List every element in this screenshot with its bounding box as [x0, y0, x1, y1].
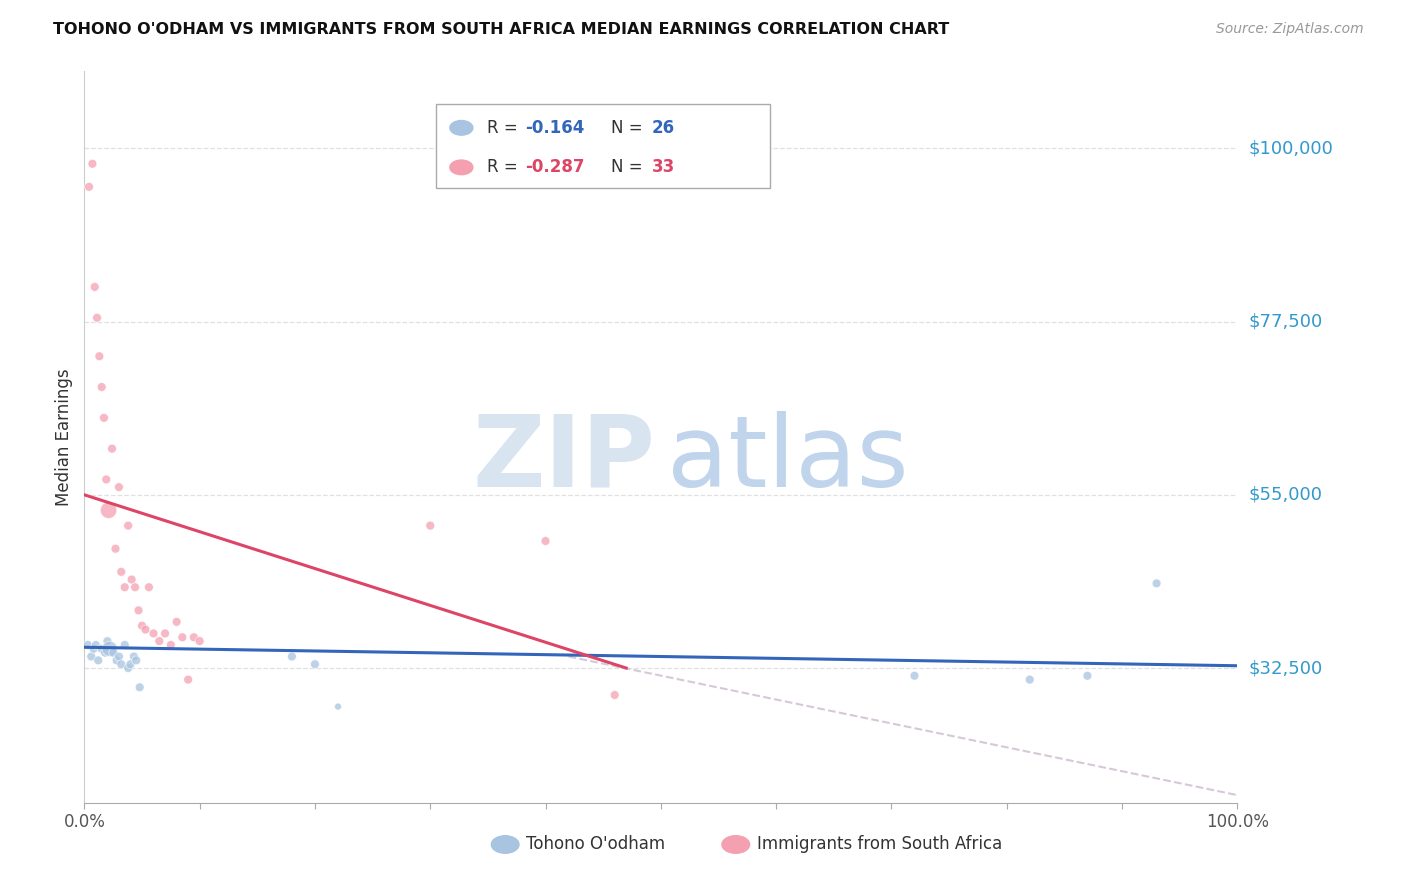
Circle shape — [721, 836, 749, 854]
Point — [128, 681, 150, 695]
Point — [148, 634, 170, 648]
Point — [128, 603, 150, 617]
Point — [84, 638, 107, 652]
Point — [534, 534, 557, 549]
Point — [80, 649, 103, 664]
Point — [90, 380, 112, 394]
Text: Immigrants from South Africa: Immigrants from South Africa — [756, 836, 1001, 854]
Point — [86, 310, 108, 325]
Circle shape — [450, 120, 472, 136]
Point — [177, 673, 200, 687]
Point — [87, 653, 110, 667]
Text: 26: 26 — [651, 119, 675, 136]
Text: TOHONO O'ODHAM VS IMMIGRANTS FROM SOUTH AFRICA MEDIAN EARNINGS CORRELATION CHART: TOHONO O'ODHAM VS IMMIGRANTS FROM SOUTH … — [53, 22, 949, 37]
Point — [125, 653, 148, 667]
Point — [117, 661, 139, 675]
Point — [188, 634, 211, 648]
Point — [160, 638, 183, 652]
Point — [903, 669, 925, 683]
Point — [98, 641, 121, 656]
Text: ZIP: ZIP — [472, 410, 655, 508]
Point — [93, 410, 115, 425]
Y-axis label: Median Earnings: Median Earnings — [55, 368, 73, 506]
Point — [134, 623, 156, 637]
Bar — [436, 104, 770, 188]
Point — [94, 646, 117, 660]
Point — [131, 618, 153, 632]
Point — [96, 634, 118, 648]
Text: $32,500: $32,500 — [1249, 659, 1323, 677]
Point — [83, 641, 105, 656]
Point — [110, 657, 132, 672]
Text: $77,500: $77,500 — [1249, 312, 1323, 331]
Text: Source: ZipAtlas.com: Source: ZipAtlas.com — [1216, 22, 1364, 37]
Point — [90, 641, 112, 656]
Point — [1018, 673, 1040, 687]
Point — [108, 649, 131, 664]
Text: $55,000: $55,000 — [1249, 486, 1323, 504]
Point — [304, 657, 326, 672]
Point — [1076, 669, 1098, 683]
Point — [110, 565, 132, 579]
Point — [97, 503, 120, 517]
Text: -0.164: -0.164 — [524, 119, 583, 136]
Text: -0.287: -0.287 — [524, 159, 585, 177]
Text: N =: N = — [612, 119, 648, 136]
Point — [96, 472, 118, 486]
Circle shape — [491, 836, 519, 854]
Point — [122, 649, 145, 664]
Point — [419, 518, 441, 533]
Circle shape — [450, 160, 472, 175]
Point — [121, 573, 143, 587]
Point — [114, 580, 136, 594]
Point — [101, 442, 124, 456]
Point — [104, 541, 127, 556]
Point — [108, 480, 131, 494]
Point — [142, 626, 165, 640]
Point — [77, 179, 100, 194]
Text: Tohono O'odham: Tohono O'odham — [526, 836, 665, 854]
Point — [105, 653, 128, 667]
Point — [138, 580, 160, 594]
Point — [117, 518, 139, 533]
Text: 33: 33 — [651, 159, 675, 177]
Point — [1146, 576, 1168, 591]
Point — [172, 630, 194, 644]
Text: atlas: atlas — [666, 410, 908, 508]
Text: R =: R = — [486, 159, 523, 177]
Point — [76, 638, 98, 652]
Text: $100,000: $100,000 — [1249, 139, 1333, 157]
Point — [82, 157, 104, 171]
Point — [103, 646, 124, 660]
Point — [603, 688, 626, 702]
Point — [124, 580, 146, 594]
Point — [89, 349, 111, 363]
Point — [166, 615, 188, 629]
Point — [120, 657, 142, 672]
Point — [114, 638, 136, 652]
Point — [83, 280, 105, 294]
Point — [326, 699, 349, 714]
Point — [153, 626, 176, 640]
Point — [281, 649, 304, 664]
Point — [183, 630, 205, 644]
Text: N =: N = — [612, 159, 648, 177]
Text: R =: R = — [486, 119, 523, 136]
